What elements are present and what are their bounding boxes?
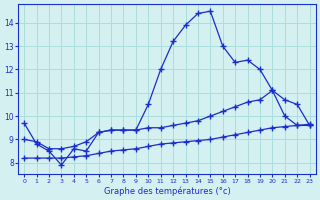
X-axis label: Graphe des températures (°c): Graphe des températures (°c): [104, 186, 230, 196]
